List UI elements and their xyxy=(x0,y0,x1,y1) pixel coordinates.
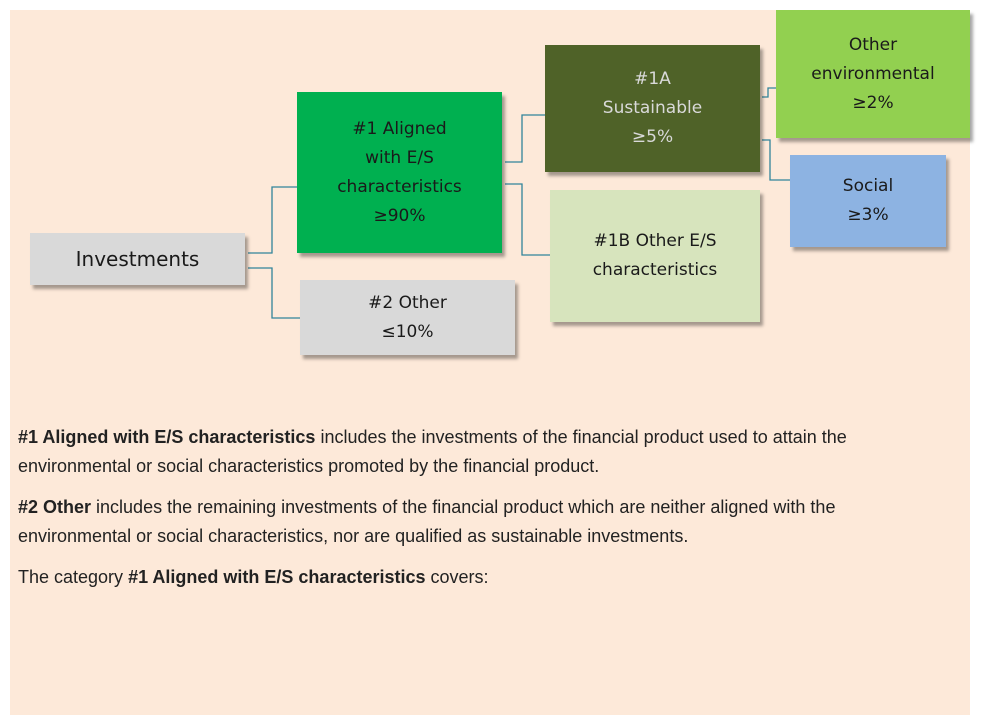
text: The category xyxy=(18,567,129,587)
node-label: ≥2% xyxy=(852,92,894,113)
node: Other environmental ≥2% xyxy=(776,10,970,138)
node-label: ≤10% xyxy=(381,321,434,342)
explanation: #1 Aligned with E/S characteristics incl… xyxy=(18,423,953,604)
connector xyxy=(505,183,550,256)
bold-term: #1 Aligned with E/S characteristics xyxy=(18,427,316,447)
node-label: ≥5% xyxy=(631,127,674,147)
node-label: ≥3% xyxy=(847,205,889,225)
node-label: #1A xyxy=(634,69,671,89)
paragraph: #1 Aligned with E/S characteristics incl… xyxy=(18,423,953,481)
node-label: Other xyxy=(848,34,898,55)
node-label: #1 Aligned xyxy=(352,118,447,139)
bold-term: #1 Aligned with E/S characteristics xyxy=(128,567,426,587)
connector xyxy=(762,87,776,98)
connector xyxy=(505,114,545,163)
node-label: #1B Other E/S xyxy=(593,231,717,251)
connector xyxy=(248,186,297,254)
paragraph: #2 Other includes the remaining investme… xyxy=(18,493,953,551)
node-label: characteristics xyxy=(592,260,718,280)
text: covers: xyxy=(425,567,489,587)
node-label: characteristics xyxy=(337,176,462,197)
node-label: Sustainable xyxy=(602,98,703,118)
node: #2 Other ≤10% xyxy=(300,280,515,355)
connector xyxy=(762,139,790,181)
node: #1A Sustainable ≥5% xyxy=(545,45,760,172)
bold-term: #2 Other xyxy=(18,497,92,517)
node: Investments xyxy=(30,233,245,285)
node: Social ≥3% xyxy=(790,155,946,247)
node-label: environmental xyxy=(811,63,935,84)
text: includes the investments of the financia… xyxy=(18,427,847,476)
text: includes the remaining investments of th… xyxy=(18,497,836,546)
node-label: Social xyxy=(842,176,894,196)
connector xyxy=(248,267,300,319)
node-label: ≥90% xyxy=(373,205,426,226)
node-label: #2 Other xyxy=(368,292,447,313)
node: #1 Aligned with E/S characteristics ≥90% xyxy=(297,92,502,253)
paragraph: The category #1 Aligned with E/S charact… xyxy=(18,563,953,592)
node-label: Investments xyxy=(75,246,200,271)
node-label: with E/S xyxy=(365,147,434,168)
node: #1B Other E/S characteristics xyxy=(550,190,760,322)
connectors xyxy=(248,87,790,319)
